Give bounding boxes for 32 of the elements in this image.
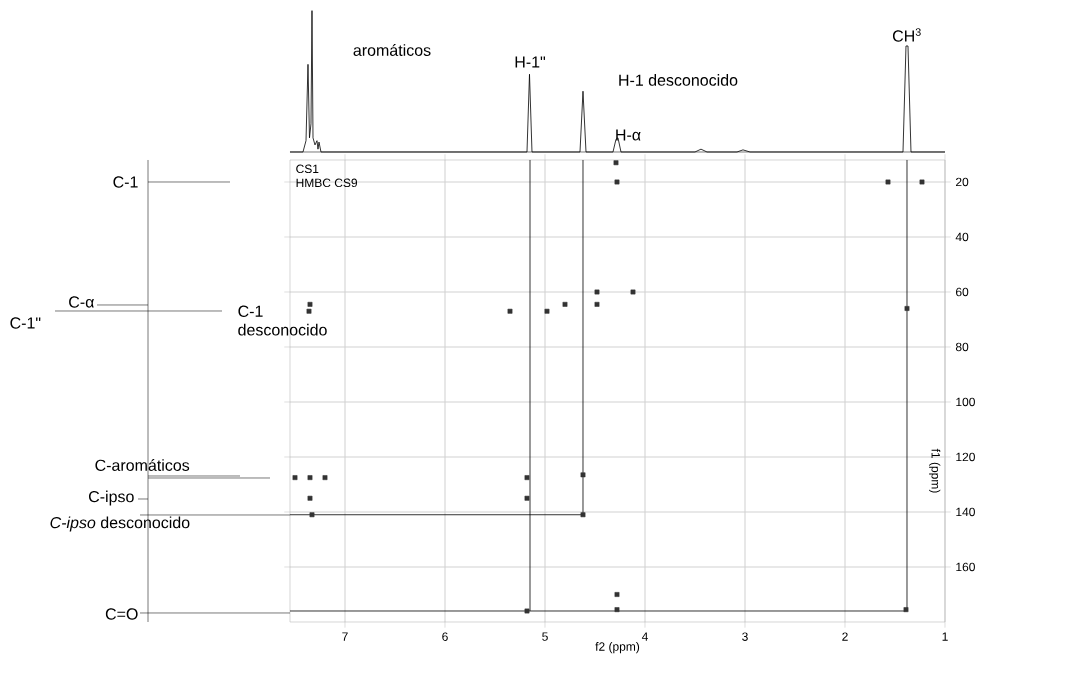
x-tick-label: 4 — [641, 632, 648, 641]
y-tick-label: 80 — [955, 342, 969, 352]
y-tick-label: 60 — [956, 287, 969, 297]
text: C-α — [69, 296, 94, 308]
annotation: C-1 desconocido — [238, 305, 327, 336]
annotation: CS1 — [296, 164, 319, 174]
x-tick-label: 3 — [742, 632, 748, 641]
annotation: CH$^{3}$ — [892, 28, 921, 42]
y-tick-label: 120 — [956, 452, 975, 462]
annotation: HMBC CS9 — [296, 178, 358, 188]
x-tick-label: 2 — [842, 632, 848, 641]
text: C=O — [105, 608, 138, 620]
annotation: aromáticos — [353, 44, 431, 56]
text: C-ipso desconocido — [50, 516, 190, 532]
annotation: H-1" — [515, 56, 546, 68]
y-tick-label: 100 — [956, 397, 975, 407]
y-tick-label: 160 — [956, 562, 975, 572]
y-axis-title: f1 (ppm) — [929, 448, 941, 493]
y-tick-label: 20 — [956, 177, 969, 187]
x-tick-label: 7 — [342, 632, 348, 641]
x-tick-label: 6 — [442, 632, 448, 641]
x-axis-title: f2 (ppm) — [595, 642, 640, 654]
annotation: H-α — [616, 129, 641, 141]
text: C-aromáticos — [95, 459, 190, 471]
y-tick-label: 140 — [956, 507, 975, 517]
y-tick-label: 40 — [955, 232, 969, 242]
text: C-1" — [10, 317, 41, 329]
x-tick-label: 5 — [542, 632, 548, 641]
x-tick-label: 1 — [942, 632, 948, 641]
text: C-1 — [113, 176, 138, 188]
annotation: H-1 desconocido — [619, 74, 738, 86]
text: C-ipso — [88, 490, 134, 506]
